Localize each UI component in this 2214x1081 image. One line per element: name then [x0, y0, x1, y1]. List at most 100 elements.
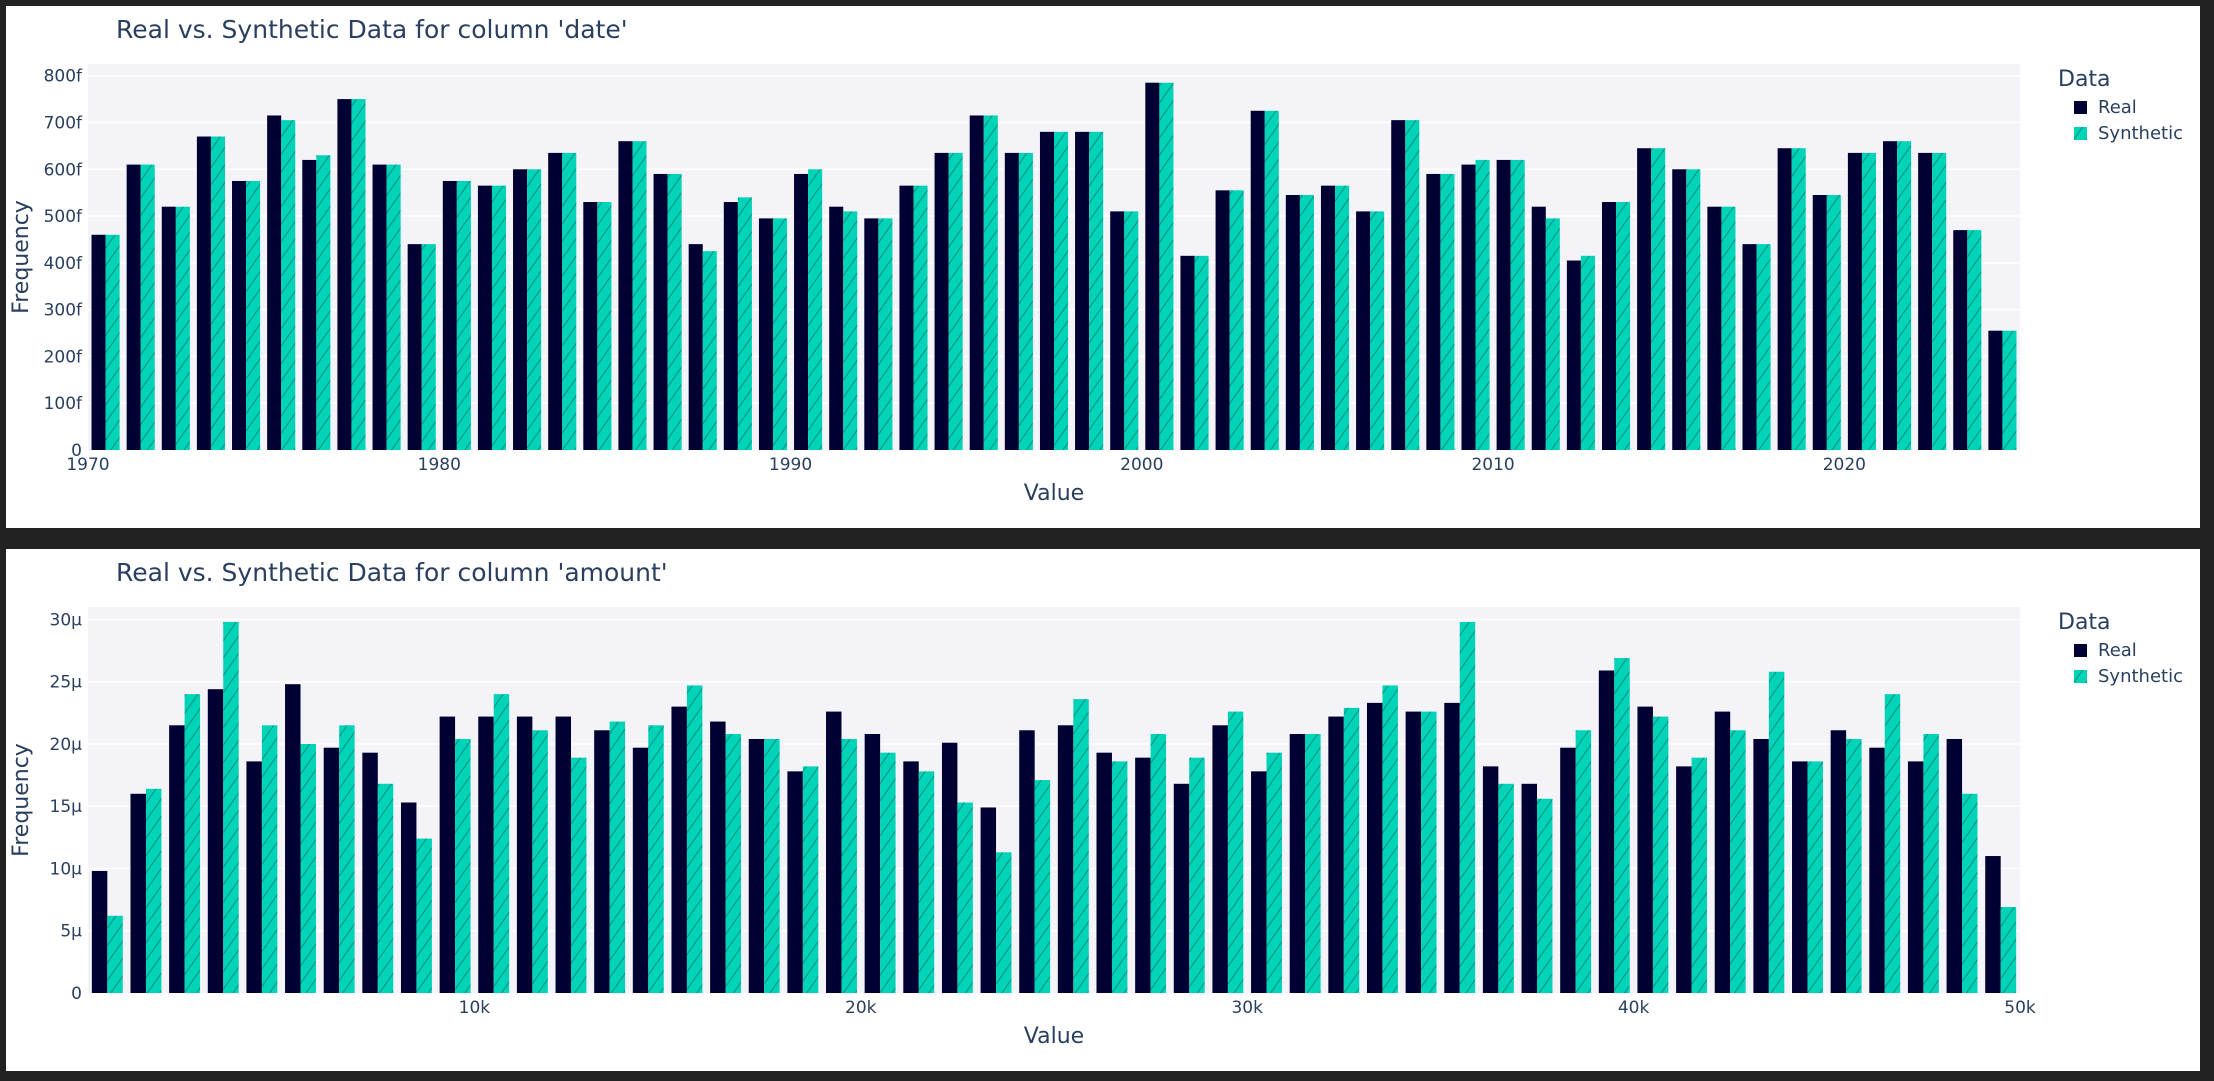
bar-synthetic [386, 164, 401, 450]
bar-real [1601, 202, 1617, 450]
bar-synthetic [1932, 152, 1947, 450]
legend-swatch-real[interactable] [2074, 644, 2087, 657]
bar-real [1946, 738, 1963, 993]
legend-swatch-synthetic[interactable] [2074, 670, 2087, 683]
bar-synthetic [1791, 148, 1806, 450]
bar-synthetic [1111, 761, 1128, 993]
bar-real [1075, 131, 1090, 451]
bar-real [583, 202, 598, 450]
bar-real [934, 152, 949, 450]
bar-synthetic [562, 152, 577, 450]
bar-real [1285, 195, 1300, 450]
bar-synthetic [1846, 738, 1862, 993]
bar-real [1707, 206, 1722, 450]
chart-title: Real vs. Synthetic Data for column 'date… [116, 15, 628, 44]
bar-real [653, 173, 668, 450]
y-tick-label: 700f [44, 113, 83, 133]
bar-synthetic [667, 173, 682, 450]
bar-real [903, 761, 919, 993]
bar-real [864, 734, 881, 993]
y-tick-label: 20µ [50, 735, 83, 755]
bar-real [1637, 148, 1652, 450]
legend-swatch-real[interactable] [2074, 101, 2087, 114]
bar-synthetic [686, 685, 703, 993]
y-tick-label: 800f [44, 67, 83, 87]
bar-real [671, 706, 687, 993]
x-axis-title: Value [1024, 481, 1084, 506]
bar-real [478, 716, 494, 993]
y-tick-label: 0 [71, 984, 82, 1004]
bar-real [1366, 702, 1383, 993]
x-tick-label: 20k [845, 998, 877, 1018]
y-tick-label: 10µ [50, 859, 83, 879]
bar-synthetic [918, 771, 935, 993]
legend-label-real[interactable]: Real [2098, 97, 2137, 118]
bar-synthetic [1768, 671, 1785, 993]
bar-synthetic [702, 251, 717, 450]
bar-synthetic [175, 206, 190, 450]
legend-label-real[interactable]: Real [2098, 640, 2137, 661]
bar-synthetic [1807, 761, 1823, 993]
bar-synthetic [802, 766, 819, 993]
bar-real [1598, 670, 1615, 993]
bar-synthetic [145, 788, 162, 993]
bar-synthetic [421, 244, 436, 450]
legend-label-synthetic[interactable]: Synthetic [2098, 666, 2183, 687]
bar-synthetic [339, 725, 355, 993]
bar-real [1777, 148, 1792, 450]
legend-swatch-synthetic[interactable] [2074, 127, 2087, 140]
bar-synthetic [632, 141, 647, 450]
bar-synthetic [1756, 244, 1771, 450]
bar-real [794, 173, 809, 450]
bar-synthetic [1884, 694, 1901, 993]
bar-synthetic [105, 234, 120, 450]
bar-synthetic [1299, 195, 1314, 450]
bar-real [1753, 738, 1769, 993]
bar-synthetic [1651, 148, 1666, 450]
bar-synthetic [1229, 190, 1244, 450]
bar-synthetic [223, 621, 239, 993]
bar-real [246, 761, 262, 993]
bar-real [1057, 725, 1074, 993]
bar-synthetic [1405, 120, 1420, 451]
bar-real [1496, 159, 1511, 450]
bar-synthetic [737, 197, 752, 450]
amount-histogram: Real vs. Synthetic Data for column 'amou… [9, 558, 2183, 1049]
bar-real [1869, 747, 1885, 993]
legend-title: Data [2058, 67, 2111, 92]
bar-synthetic [1335, 185, 1350, 450]
bar-synthetic [2002, 330, 2017, 450]
x-tick-label: 2010 [1471, 455, 1514, 475]
y-tick-label: 200f [44, 347, 83, 367]
bar-real [126, 164, 141, 450]
bar-synthetic [140, 164, 155, 450]
bar-real [980, 807, 997, 993]
bar-synthetic [1073, 699, 1089, 993]
bar-real [632, 747, 649, 993]
bar-synthetic [1227, 711, 1244, 993]
y-tick-label: 5µ [60, 922, 82, 942]
bar-real [1812, 195, 1827, 450]
bar-real [1110, 211, 1125, 450]
bar-real [1250, 110, 1265, 451]
bar-synthetic [1616, 202, 1631, 450]
bar-synthetic [416, 838, 432, 993]
bar-synthetic [107, 915, 123, 993]
bar-synthetic [377, 783, 394, 993]
bar-synthetic [1537, 798, 1553, 993]
bar-synthetic [648, 725, 664, 993]
bar-real [1953, 230, 1968, 450]
bar-real [1742, 244, 1757, 450]
legend-label-synthetic[interactable]: Synthetic [2098, 123, 2183, 144]
bar-synthetic [1652, 716, 1669, 993]
bar-synthetic [246, 180, 261, 450]
bar-real [207, 689, 224, 993]
x-tick-label: 10k [459, 998, 491, 1018]
bar-synthetic [1382, 685, 1398, 993]
bar-synthetic [261, 725, 278, 993]
x-axis-title: Value [1024, 1024, 1084, 1049]
bar-real [1356, 211, 1371, 450]
bar-real [1531, 206, 1546, 450]
bar-synthetic [1923, 734, 1939, 993]
bar-synthetic [983, 115, 998, 450]
